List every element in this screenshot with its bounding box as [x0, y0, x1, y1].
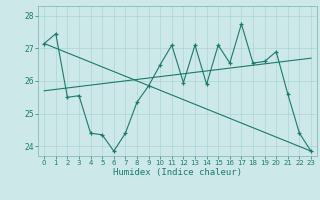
X-axis label: Humidex (Indice chaleur): Humidex (Indice chaleur): [113, 168, 242, 177]
